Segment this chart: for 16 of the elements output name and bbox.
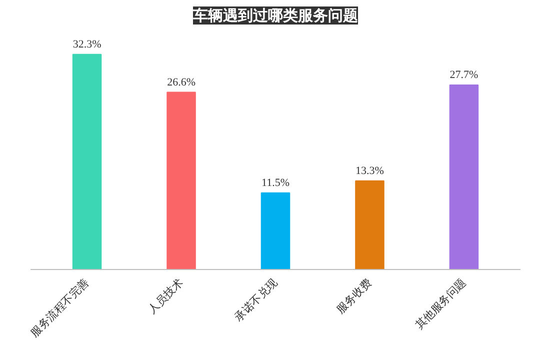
bar — [355, 180, 384, 270]
x-tick-label: 服务收费 — [334, 276, 374, 316]
bar — [166, 92, 196, 270]
data-label: 26.6% — [167, 76, 196, 88]
data-label: 27.7% — [450, 68, 478, 81]
chart-title: 车辆遇到过哪类服务问题 — [192, 6, 358, 24]
data-label: 11.5% — [262, 176, 290, 189]
data-label: 13.3% — [356, 164, 384, 177]
data-label: 32.3% — [72, 38, 102, 50]
bar — [72, 54, 102, 270]
x-tick-label: 承诺不兑现 — [232, 276, 280, 324]
bar — [449, 84, 479, 270]
bar — [260, 192, 290, 270]
x-tick-label: 人员技术 — [146, 276, 186, 316]
x-tick-label: 其他服务问题 — [412, 276, 469, 332]
x-tick-label: 服务流程不完善 — [28, 276, 92, 340]
